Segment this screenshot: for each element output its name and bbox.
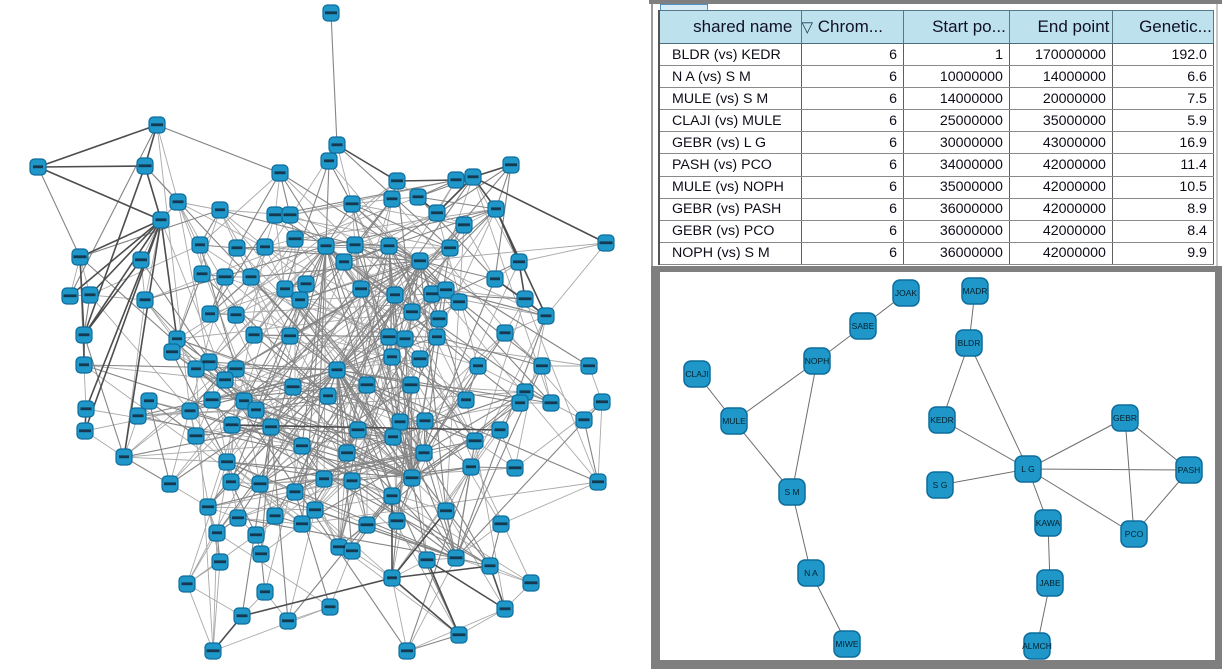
svg-text:N A: N A [804, 568, 818, 578]
svg-text:JABE: JABE [1039, 578, 1061, 588]
svg-text:SABE: SABE [852, 321, 875, 331]
svg-text:CLAJI: CLAJI [685, 369, 708, 379]
svg-text:KAWA: KAWA [1036, 518, 1061, 528]
svg-text:S G: S G [933, 480, 948, 490]
svg-text:NOPH: NOPH [805, 356, 830, 366]
svg-text:MULE: MULE [722, 416, 746, 426]
svg-text:S M: S M [784, 487, 799, 497]
svg-text:KEDR: KEDR [930, 415, 954, 425]
svg-text:BLDR: BLDR [958, 338, 981, 348]
svg-text:MADR: MADR [962, 286, 987, 296]
svg-text:L G: L G [1021, 464, 1034, 474]
svg-text:PCO: PCO [1125, 529, 1144, 539]
svg-text:PASH: PASH [1178, 465, 1201, 475]
svg-text:GEBR: GEBR [1113, 413, 1137, 423]
svg-text:JOAK: JOAK [895, 288, 918, 298]
svg-text:ALMCH: ALMCH [1022, 641, 1052, 651]
svg-text:MIWE: MIWE [835, 639, 858, 649]
